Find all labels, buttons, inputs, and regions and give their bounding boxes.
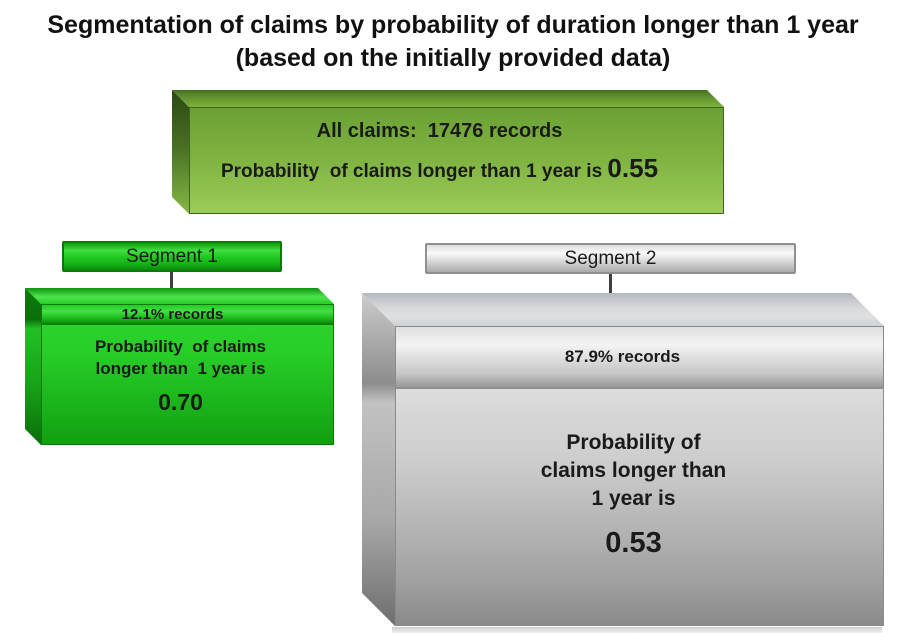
all-claims-probability-text: Probability of claims longer than 1 year… — [221, 153, 658, 184]
diagram-title-line2: (based on the initially provided data) — [235, 44, 671, 72]
segment1-box-left-face — [25, 288, 41, 445]
segment1-probability-block: Probability of claims longer than 1 year… — [42, 325, 333, 417]
diagram-title-line1: Segmentation of claims by probability of… — [47, 11, 859, 39]
segment2-box-left-face — [362, 293, 395, 626]
segment2-connector-line — [609, 274, 612, 294]
segment2-records-band: 87.9% records — [396, 327, 883, 389]
segment2-box-front-face: 87.9% records Probability of claims long… — [395, 326, 884, 626]
segment2-header-bar: Segment 2 — [425, 243, 796, 274]
segment1-probability-line1: Probability of claims — [95, 337, 266, 356]
segment2-probability-line1: Probability of — [566, 431, 701, 454]
all-claims-probability-value: 0.55 — [607, 153, 659, 183]
segment1-probability-line2: longer than 1 year is — [95, 359, 266, 378]
segment2-name: Segment 2 — [564, 247, 657, 269]
segment1-name: Segment 1 — [126, 245, 218, 267]
segment1-box-top-face — [25, 288, 334, 304]
segment1-header-bar: Segment 1 — [62, 241, 282, 272]
all-claims-box-left-face — [172, 90, 189, 214]
all-claims-box: All claims: 17476 records Probability of… — [172, 90, 724, 214]
segment1-box: 12.1% records Probability of claims long… — [25, 288, 334, 445]
segment2-box-reflection — [392, 627, 882, 633]
all-claims-records-text: All claims: 17476 records — [316, 120, 563, 142]
all-claims-box-top-face — [172, 90, 724, 107]
segment2-probability-line3: 1 year is — [591, 487, 676, 510]
all-claims-probability-label: Probability of claims longer than 1 year… — [220, 161, 608, 182]
segment1-box-front-face: 12.1% records Probability of claims long… — [41, 304, 334, 445]
segment2-box-top-face — [362, 293, 884, 326]
segment1-probability-value: 0.70 — [158, 389, 203, 415]
segment1-records-band: 12.1% records — [42, 305, 333, 325]
segment2-box: 87.9% records Probability of claims long… — [362, 293, 884, 626]
diagram-title: Segmentation of claims by probability of… — [0, 9, 906, 75]
segment2-probability-line2: claims longer than — [540, 459, 727, 482]
segment2-probability-block: Probability of claims longer than 1 year… — [396, 389, 883, 562]
segment1-connector-line — [170, 272, 173, 290]
all-claims-box-front-face: All claims: 17476 records Probability of… — [189, 107, 724, 214]
segment2-probability-value: 0.53 — [605, 527, 662, 559]
